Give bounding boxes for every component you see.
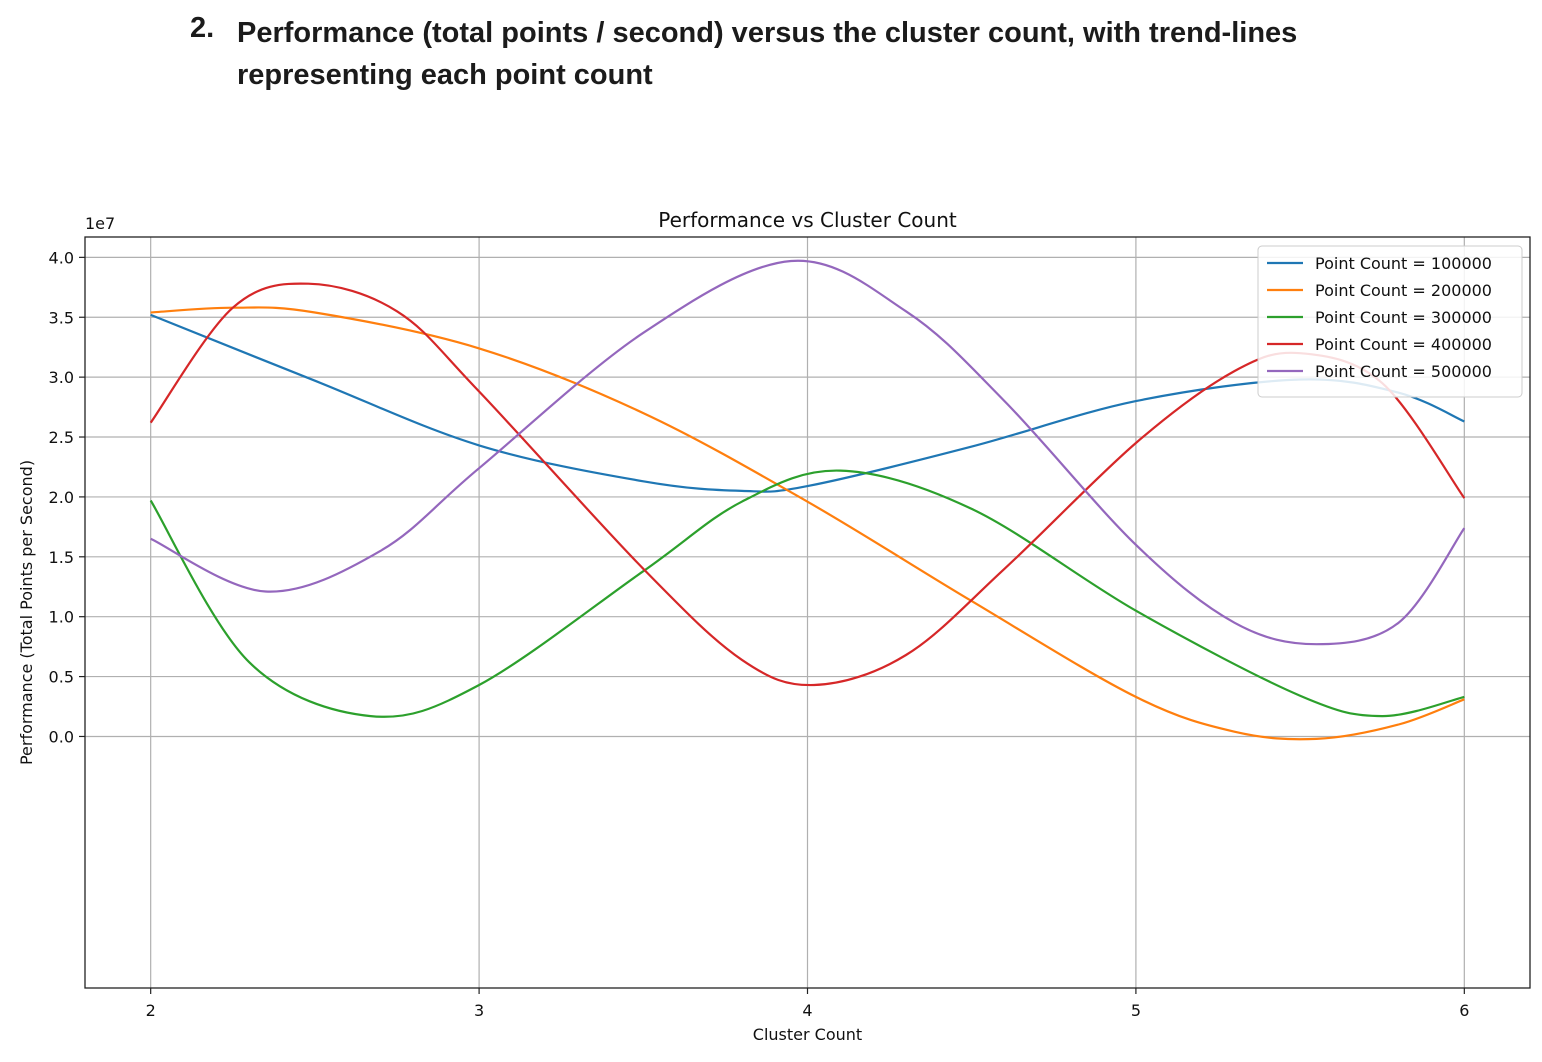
x-axis-label: Cluster Count [753,1025,862,1044]
x-tick-label: 3 [474,1001,484,1020]
legend-label: Point Count = 500000 [1315,362,1492,381]
x-tick-label: 4 [802,1001,812,1020]
axis-ticks: 2 3 4 5 6 0.0 0.5 1.0 1.5 2.0 2.5 3.0 3.5 4.0 [49,248,1470,1020]
legend-box [1257,245,1523,398]
y-axis-offset-label: 1e7 [85,214,115,233]
section-title: Performance (total points / second) vers… [237,17,1298,91]
y-tick-label: 0.5 [49,668,74,687]
legend-label: Point Count = 400000 [1315,335,1492,354]
series-line-2 [150,306,1465,741]
y-tick-label: 2.5 [49,428,74,447]
section-number: 2. [190,12,215,44]
y-tick-label: 1.0 [49,608,74,627]
y-tick-label: 1.5 [49,548,74,567]
series-line-3 [149,469,1465,718]
y-tick-label: 0.0 [49,727,74,746]
y-axis-label: Performance (Total Points per Second) [17,460,36,765]
series-line-5 [150,259,1466,646]
x-tick-label: 5 [1131,1001,1141,1020]
y-tick-label: 2.0 [49,488,74,507]
legend-label: Point Count = 100000 [1315,254,1492,273]
legend-label: Point Count = 300000 [1315,308,1492,327]
legend: Point Count = 100000 Point Count = 200000… [1257,245,1523,398]
x-tick-label: 6 [1459,1001,1469,1020]
chart-title: Performance vs Cluster Count [658,208,957,232]
x-tick-label: 2 [146,1001,156,1020]
y-tick-label: 4.0 [49,248,74,267]
legend-label: Point Count = 200000 [1315,281,1492,300]
y-tick-label: 3.0 [49,368,74,387]
y-tick-label: 3.5 [49,308,74,327]
